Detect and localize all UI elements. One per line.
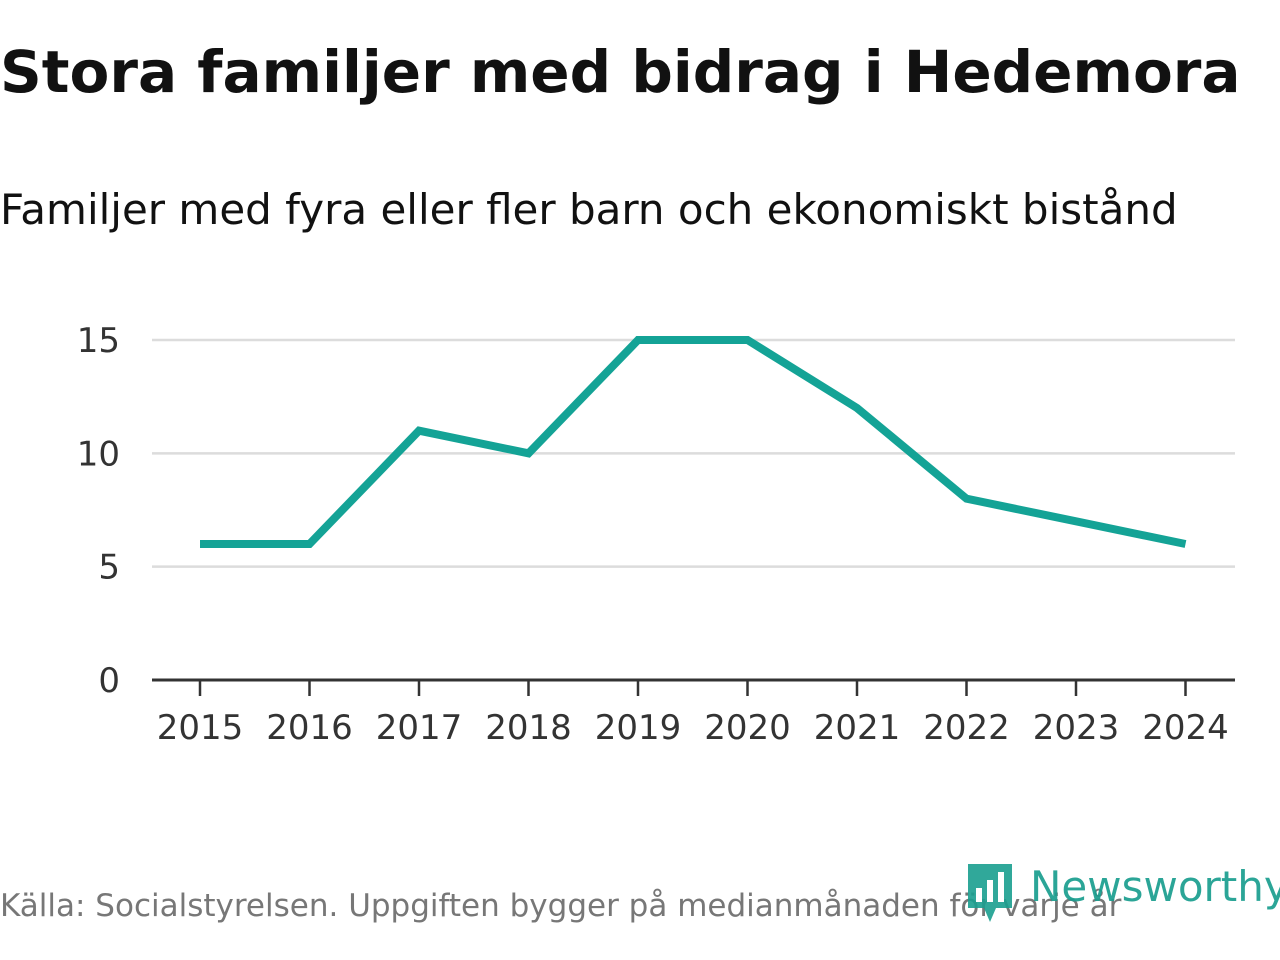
x-tick-label: 2016: [266, 708, 353, 748]
y-tick-label: 10: [77, 434, 120, 474]
x-tick-label: 2019: [595, 708, 682, 748]
y-tick-label: 5: [98, 548, 120, 588]
x-axis-ticks: 2015 2016 2017 2018 2019 2020 2021 2022 2023 2024: [157, 680, 1229, 748]
grid-lines: [152, 338, 1235, 568]
x-tick-label: 2022: [923, 708, 1010, 748]
y-axis-ticks: 0 5 10 15: [77, 321, 120, 701]
x-tick-label: 2021: [814, 708, 901, 748]
source-note: Källa: Socialstyrelsen. Uppgiften bygger…: [0, 888, 1122, 924]
x-tick-label: 2023: [1033, 708, 1120, 748]
y-tick-label: 0: [98, 661, 120, 701]
series-layer: [199, 336, 1187, 548]
newsworthy-logo-icon: [968, 864, 1012, 922]
x-tick-label: 2020: [704, 708, 791, 748]
x-tick-label: 2015: [157, 708, 244, 748]
x-tick-label: 2024: [1142, 708, 1229, 748]
x-tick-label: 2018: [485, 708, 572, 748]
brand-name: Newsworthy: [1030, 862, 1280, 911]
y-tick-label: 15: [77, 321, 120, 361]
series-line: [200, 336, 1187, 548]
x-tick-label: 2017: [376, 708, 463, 748]
brand-logo: Newsworthy: [964, 862, 1280, 926]
chart-title: Stora familjer med bidrag i Hedemora: [0, 38, 1241, 106]
chart-subtitle: Familjer med fyra eller fler barn och ek…: [0, 185, 1178, 234]
